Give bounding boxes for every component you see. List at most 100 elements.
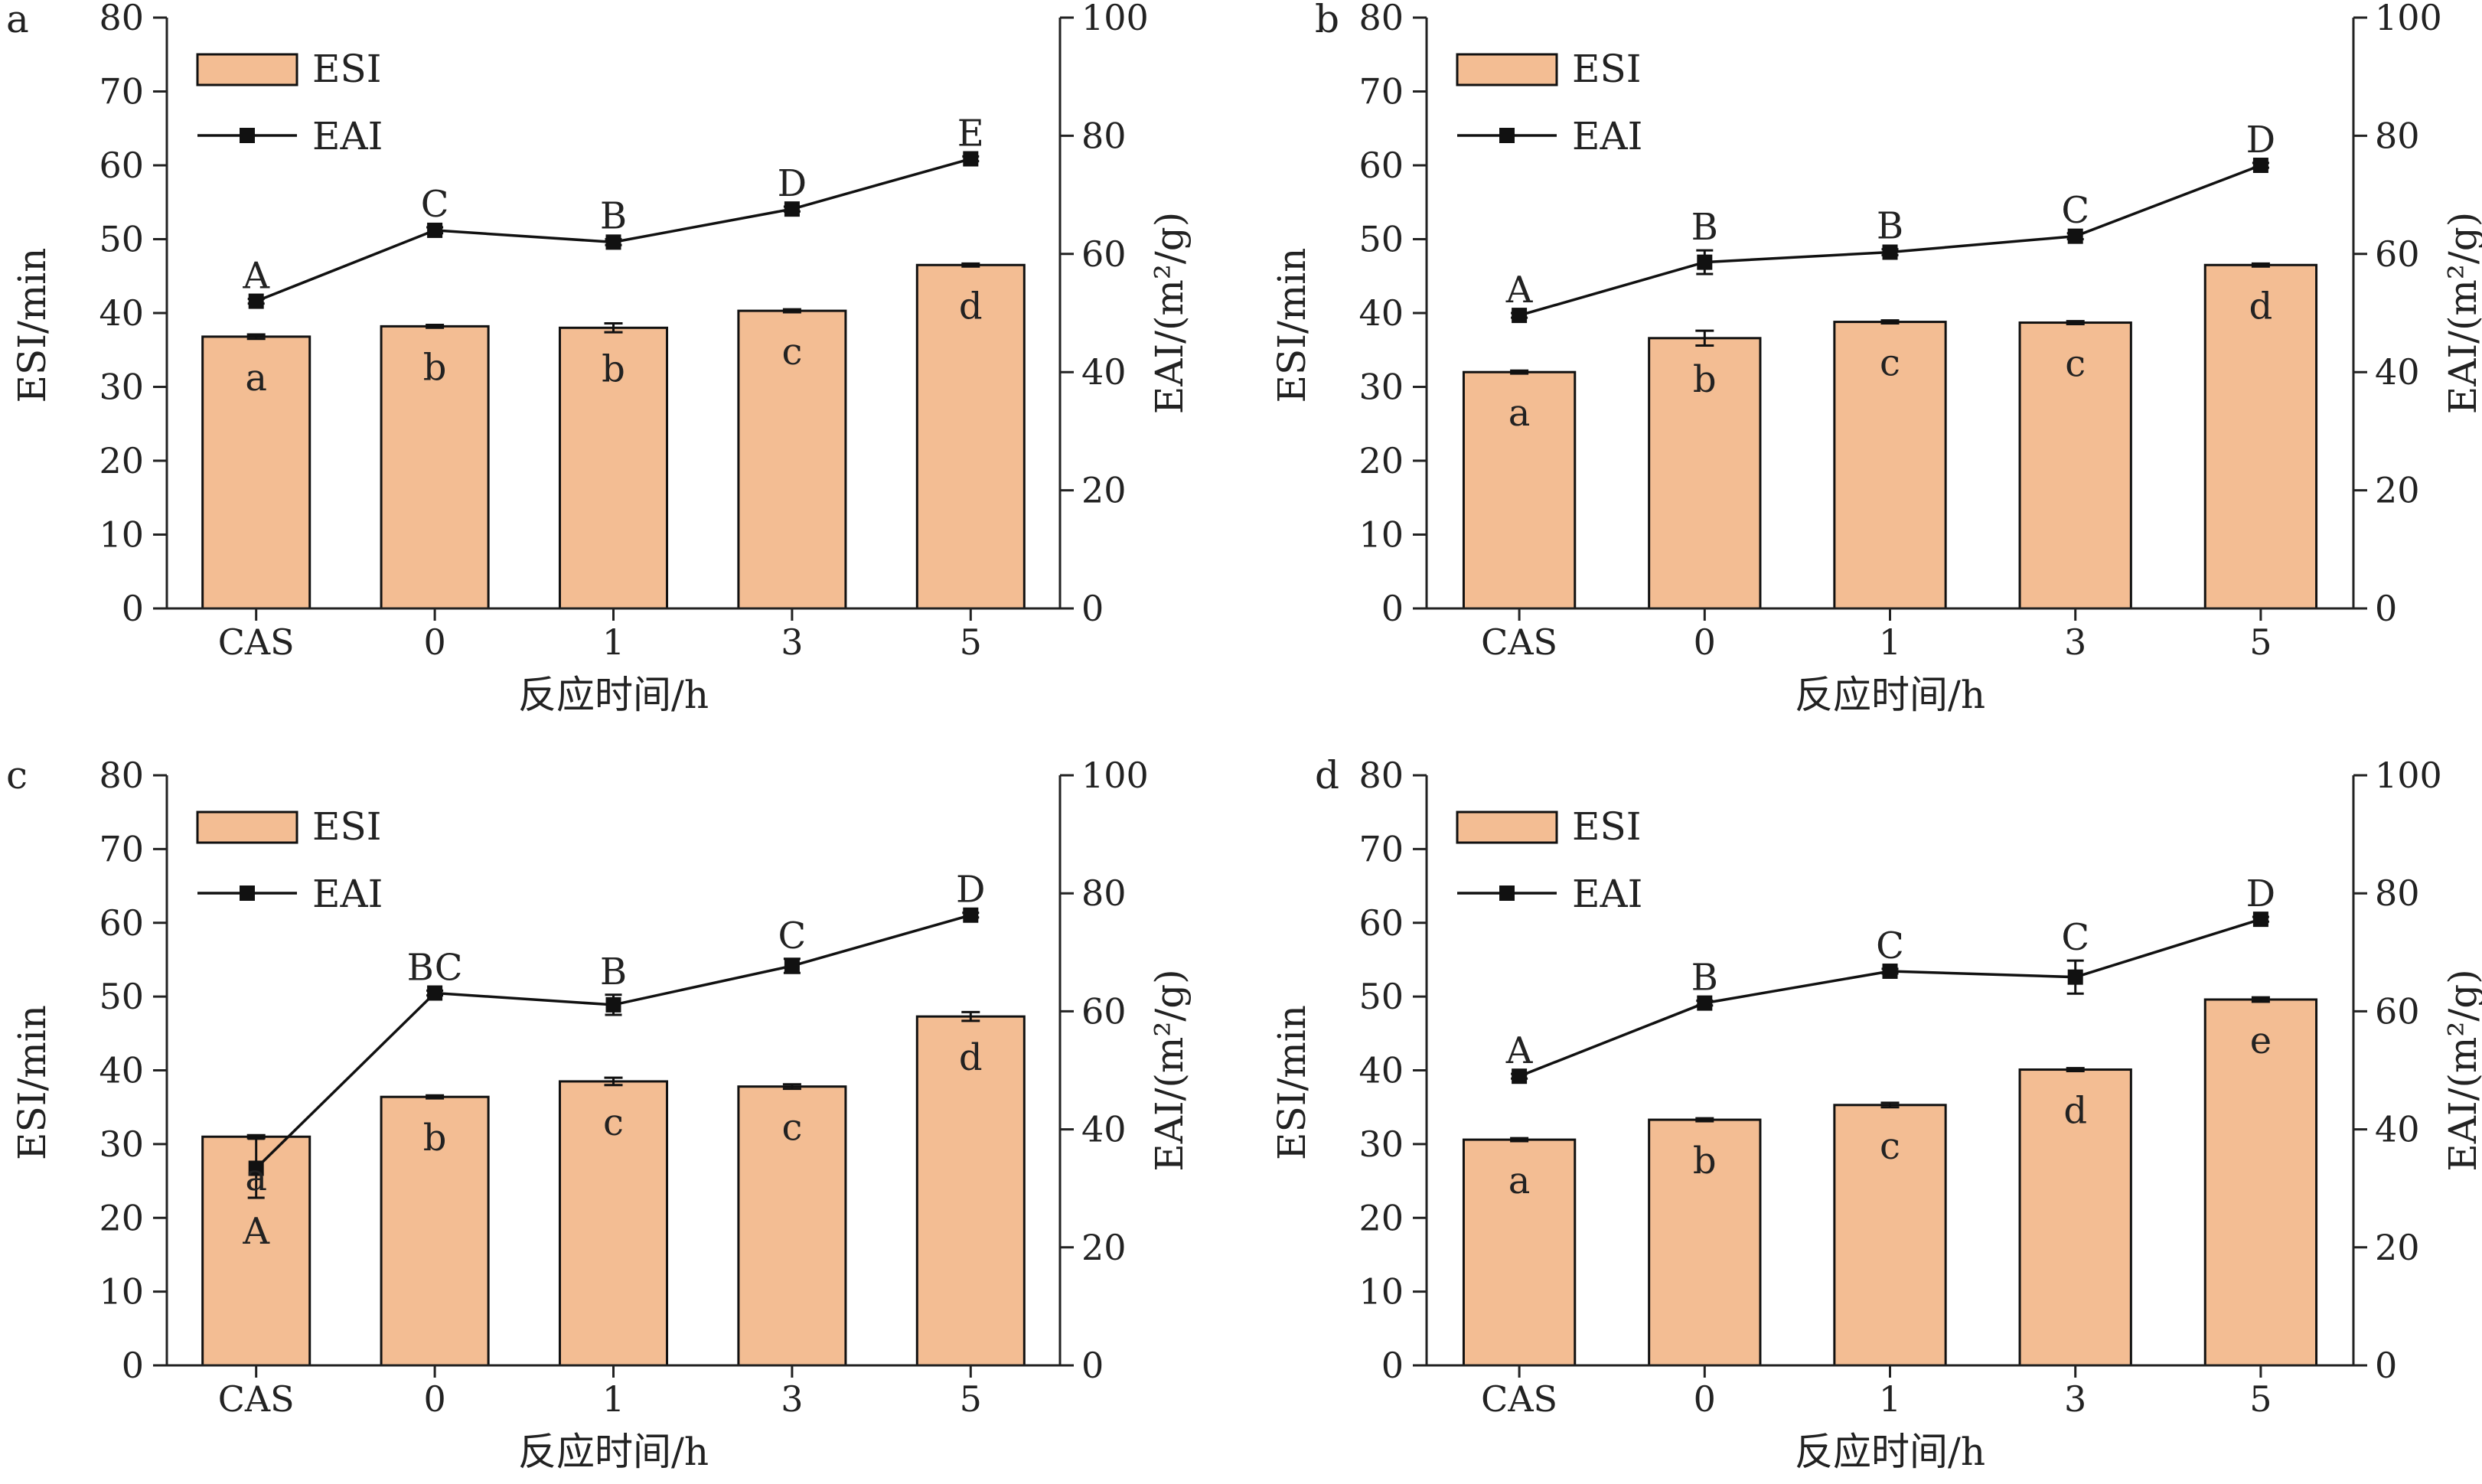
legend-esi-label: ESI bbox=[312, 804, 382, 849]
y-tick-label: 60 bbox=[1358, 145, 1404, 186]
legend-eai-label: EAI bbox=[1572, 114, 1642, 158]
y-tick-label: 50 bbox=[1358, 219, 1404, 260]
y-tick-label: 80 bbox=[1358, 0, 1404, 38]
y2-tick-label: 0 bbox=[1081, 588, 1104, 629]
y2-axis-label: EAI/(m²/g) bbox=[1147, 212, 1192, 415]
y2-tick-label: 0 bbox=[1081, 1345, 1104, 1386]
legend-esi-label: ESI bbox=[312, 47, 382, 91]
panel-letter: b bbox=[1315, 0, 1339, 41]
y-tick-label: 10 bbox=[1358, 1271, 1404, 1313]
y-tick-label: 50 bbox=[99, 976, 144, 1017]
eai-marker bbox=[1697, 995, 1713, 1011]
x-tick-label: 0 bbox=[423, 1378, 445, 1420]
y2-tick-label: 20 bbox=[1081, 1227, 1127, 1268]
x-tick-label: 0 bbox=[423, 621, 445, 663]
y-tick-label: 70 bbox=[99, 71, 144, 113]
eai-significance-label: C bbox=[2061, 916, 2089, 959]
y-tick-label: 30 bbox=[99, 367, 144, 408]
y2-tick-label: 0 bbox=[2375, 588, 2397, 629]
esi-bar bbox=[2018, 1068, 2132, 1367]
esi-significance-label: b bbox=[602, 347, 625, 390]
y-tick-label: 30 bbox=[1358, 1124, 1404, 1165]
eai-marker bbox=[605, 234, 621, 250]
legend-eai-marker bbox=[1499, 886, 1515, 901]
y-tick-label: 20 bbox=[1358, 1197, 1404, 1238]
esi-significance-label: c bbox=[1880, 1125, 1900, 1168]
esi-significance-label: d bbox=[2249, 285, 2273, 328]
eai-marker bbox=[248, 293, 264, 309]
legend-eai-label: EAI bbox=[312, 114, 383, 158]
y2-tick-label: 0 bbox=[2375, 1345, 2397, 1386]
y-tick-label: 10 bbox=[1358, 514, 1404, 556]
legend-eai-label: EAI bbox=[312, 872, 383, 916]
esi-bar bbox=[201, 335, 311, 610]
eai-marker bbox=[427, 222, 443, 238]
esi-significance-label: c bbox=[603, 1101, 624, 1144]
eai-marker bbox=[963, 151, 979, 167]
y-tick-label: 20 bbox=[99, 440, 144, 481]
y-tick-label: 20 bbox=[1358, 440, 1404, 481]
y-tick-label: 50 bbox=[1358, 976, 1404, 1017]
esi-bar bbox=[1648, 1118, 1762, 1367]
esi-bar bbox=[1648, 337, 1762, 610]
legend-esi-label: ESI bbox=[1572, 804, 1642, 849]
legend-eai-marker bbox=[240, 886, 255, 901]
eai-significance-label: D bbox=[2246, 872, 2275, 915]
eai-marker bbox=[784, 201, 800, 217]
eai-significance-label: A bbox=[242, 1210, 270, 1253]
esi-significance-label: b bbox=[1693, 358, 1717, 401]
x-tick-label: 5 bbox=[960, 621, 982, 663]
x-tick-label: 3 bbox=[2064, 621, 2086, 663]
y-axis-label: ESI/min bbox=[10, 1005, 54, 1160]
y-tick-label: 0 bbox=[122, 1345, 144, 1386]
legend-eai-marker bbox=[1499, 128, 1515, 143]
x-axis-label: 反应时间/h bbox=[1795, 1430, 1985, 1474]
y-tick-label: 30 bbox=[1358, 367, 1404, 408]
esi-significance-label: c bbox=[781, 1107, 802, 1150]
esi-bar bbox=[2203, 263, 2318, 610]
x-tick-label: 1 bbox=[1879, 1378, 1901, 1420]
eai-marker bbox=[1882, 963, 1898, 979]
y2-tick-label: 40 bbox=[1081, 351, 1127, 393]
legend-esi-swatch bbox=[1456, 53, 1558, 86]
legend-esi-swatch bbox=[196, 53, 298, 86]
y2-tick-label: 40 bbox=[2375, 351, 2420, 393]
x-axis-label: 反应时间/h bbox=[518, 1430, 709, 1474]
eai-marker bbox=[427, 985, 443, 1001]
x-tick-label: 3 bbox=[781, 621, 803, 663]
eai-significance-label: B bbox=[1691, 957, 1718, 1000]
y2-tick-label: 80 bbox=[1081, 872, 1127, 914]
y2-tick-label: 100 bbox=[1081, 755, 1149, 796]
x-tick-label: 1 bbox=[602, 1378, 625, 1420]
panel-letter: d bbox=[1315, 753, 1339, 797]
eai-marker bbox=[605, 996, 621, 1013]
y2-tick-label: 40 bbox=[2375, 1109, 2420, 1150]
x-axis-label: 反应时间/h bbox=[518, 673, 709, 717]
y2-axis-label: EAI/(m²/g) bbox=[2441, 212, 2482, 415]
eai-marker bbox=[2067, 228, 2083, 244]
y-tick-label: 40 bbox=[99, 1050, 144, 1091]
legend-esi-label: ESI bbox=[1572, 47, 1642, 91]
y2-tick-label: 80 bbox=[2375, 115, 2420, 156]
y-tick-label: 60 bbox=[99, 902, 144, 944]
esi-significance-label: a bbox=[245, 357, 267, 400]
x-tick-label: 0 bbox=[1694, 621, 1716, 663]
x-tick-label: 5 bbox=[960, 1378, 982, 1420]
panel-letter: c bbox=[6, 753, 28, 797]
esi-significance-label: b bbox=[423, 346, 447, 389]
y-tick-label: 10 bbox=[99, 1271, 144, 1313]
esi-significance-label: d bbox=[959, 1036, 983, 1079]
eai-marker bbox=[2252, 158, 2268, 173]
y2-tick-label: 100 bbox=[1081, 0, 1149, 38]
x-tick-label: CAS bbox=[218, 621, 295, 663]
x-tick-label: 0 bbox=[1694, 1378, 1716, 1420]
esi-bar bbox=[1833, 321, 1947, 610]
y2-tick-label: 60 bbox=[1081, 233, 1127, 275]
y-tick-label: 70 bbox=[1358, 828, 1404, 869]
esi-bar bbox=[737, 1085, 847, 1367]
x-axis-label: 反应时间/h bbox=[1795, 673, 1985, 717]
esi-bar bbox=[915, 1015, 1026, 1367]
